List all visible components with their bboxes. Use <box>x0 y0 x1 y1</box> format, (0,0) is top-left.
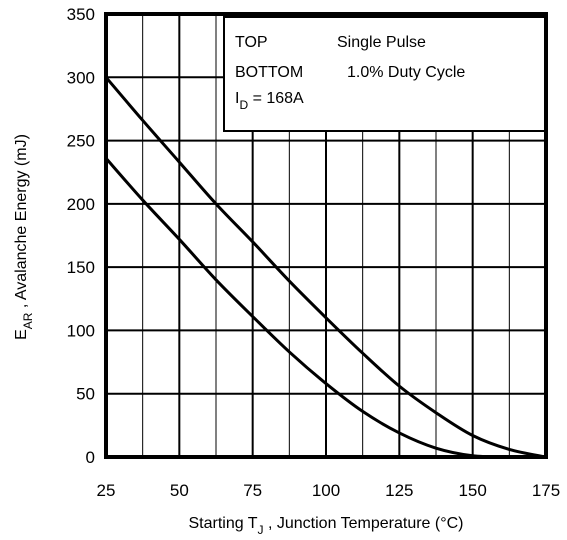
x-tick-label: 125 <box>385 481 413 500</box>
y-tick-label: 200 <box>67 195 95 214</box>
x-tick-label: 50 <box>170 481 189 500</box>
y-tick-label: 250 <box>67 132 95 151</box>
plot-frame <box>104 12 548 459</box>
x-tick-label: 150 <box>458 481 486 500</box>
legend-row2-value: 1.0% Duty Cycle <box>347 64 465 81</box>
series-line-top <box>104 75 548 459</box>
legend-current-subscript: D <box>239 98 248 112</box>
legend-current-suffix: = 168A <box>248 90 304 107</box>
legend-current-prefix: I <box>235 90 239 107</box>
x-axis-label-subscript: J <box>258 523 264 537</box>
legend-row2-key: BOTTOM <box>235 64 303 81</box>
x-tick-label: 75 <box>243 481 262 500</box>
x-axis-label-prefix: Starting T <box>188 515 257 532</box>
legend-box <box>223 16 547 132</box>
legend-current-label: ID = 168A <box>235 90 304 112</box>
legend-row1-value: Single Pulse <box>337 34 426 51</box>
y-axis-label-suffix: , Avalanche Energy (mJ) <box>13 134 30 312</box>
y-tick-label: 150 <box>67 258 95 277</box>
y-tick-label: 100 <box>67 321 95 340</box>
y-axis-label: EAR , Avalanche Energy (mJ) <box>13 134 35 340</box>
y-tick-label: 50 <box>76 385 95 404</box>
tick-labels: 25 50 75 100 125 150 175 0 50 100 150 200 250 300 350 <box>67 5 561 500</box>
y-tick-label: 0 <box>86 448 95 467</box>
x-tick-label: 175 <box>532 481 560 500</box>
legend: TOP Single Pulse BOTTOM 1.0% Duty Cycle … <box>223 16 547 132</box>
y-tick-label: 300 <box>67 68 95 87</box>
x-tick-label: 25 <box>97 481 116 500</box>
y-tick-label: 350 <box>67 5 95 24</box>
legend-row1-key: TOP <box>235 34 268 51</box>
x-axis-label-suffix: , Junction Temperature (°C) <box>264 515 464 532</box>
x-tick-label: 100 <box>312 481 340 500</box>
x-axis-label: Starting TJ , Junction Temperature (°C) <box>188 515 463 537</box>
y-axis-label-subscript: AR <box>21 312 35 329</box>
y-axis-label-prefix: E <box>13 329 30 340</box>
